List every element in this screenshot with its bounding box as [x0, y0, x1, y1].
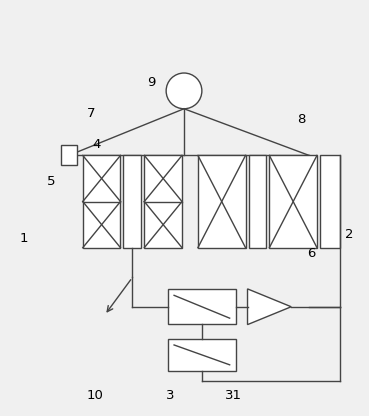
Text: 8: 8	[297, 113, 306, 126]
Text: 3: 3	[166, 389, 174, 402]
Text: 31: 31	[225, 389, 242, 402]
Text: 2: 2	[345, 228, 354, 241]
Bar	[61, 146, 77, 165]
Bar	[198, 156, 245, 248]
Bar	[168, 290, 236, 324]
Polygon shape	[248, 289, 291, 324]
Bar	[124, 156, 141, 248]
Bar	[269, 156, 317, 248]
Bar	[144, 156, 182, 248]
Text: 9: 9	[147, 76, 156, 89]
Text: 5: 5	[46, 175, 55, 188]
Bar	[168, 339, 236, 371]
Text: 10: 10	[86, 389, 103, 402]
Bar	[248, 156, 266, 248]
Bar	[83, 156, 121, 248]
Text: 1: 1	[19, 233, 28, 245]
Bar	[320, 156, 340, 248]
Circle shape	[166, 73, 202, 109]
Text: 6: 6	[307, 247, 315, 260]
Text: 7: 7	[87, 106, 95, 119]
Text: 4: 4	[92, 138, 101, 151]
